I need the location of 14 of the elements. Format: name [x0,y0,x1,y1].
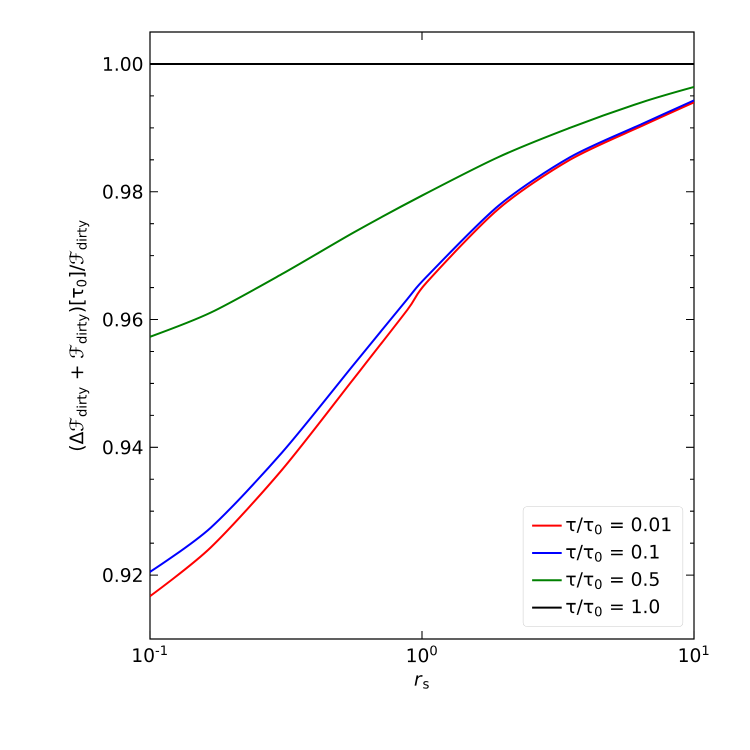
legend-label: τ/τ$_{0}$ = 0.5 [566,572,659,590]
y-tick-label: 0.92 [103,568,142,582]
y-tick-label: 0.96 [103,312,142,327]
y-tick-label: 0.94 [103,440,142,454]
x-tick-label: 10$^{1}$ [680,645,708,662]
x-axis-title: r$_{s}$ [414,675,429,689]
legend-label: τ/τ$_{0}$ = 0.1 [566,544,659,562]
x-tick-label: 10$^{0}$ [408,645,437,662]
x-tick-label: 10$^{-1}$ [133,645,167,662]
y-tick-label: 0.98 [103,184,142,199]
y-tick-label: 1.00 [104,56,142,72]
legend-label: τ/τ$_{0}$ = 0.01 [566,517,670,534]
y-axis-title: (Δℱ$_{dirty}$ + ℱ$_{dirty}$)[τ$_{0}$]/ℱ$_{dirty}$ [69,220,90,450]
legend-label: τ/τ$_{0}$ = 1.0 [566,599,660,616]
